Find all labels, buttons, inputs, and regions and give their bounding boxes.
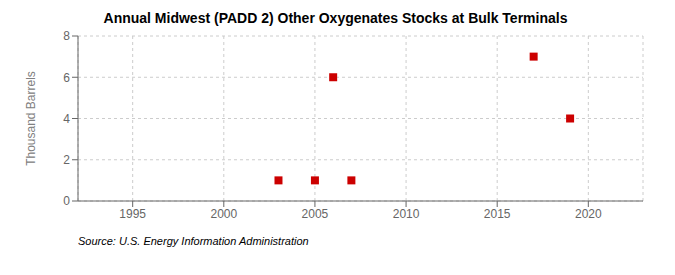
svg-text:4: 4 — [63, 112, 70, 126]
html-text:Source: U.S. Energy Informatio: Source: U.S. Energy Information Administ… — [78, 235, 309, 247]
svg-text:0: 0 — [63, 194, 70, 208]
svg-text:2005: 2005 — [302, 207, 329, 221]
svg-text:Thousand Barrels: Thousand Barrels — [24, 71, 38, 166]
svg-text:6: 6 — [63, 71, 70, 85]
svg-text:2: 2 — [63, 153, 70, 167]
svg-text:2020: 2020 — [575, 207, 602, 221]
svg-text:2015: 2015 — [484, 207, 511, 221]
svg-text:1995: 1995 — [119, 207, 146, 221]
svg-text:2000: 2000 — [210, 207, 237, 221]
html-text:Annual Midwest (PADD 2) Other: Annual Midwest (PADD 2) Other Oxygenates… — [103, 10, 568, 26]
svg-text:8: 8 — [63, 29, 70, 43]
svg-text:2010: 2010 — [393, 207, 420, 221]
